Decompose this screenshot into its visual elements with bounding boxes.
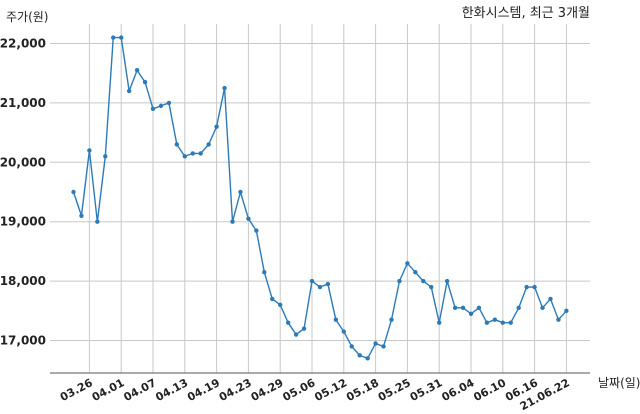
data-point: [405, 261, 410, 266]
data-point: [246, 216, 251, 221]
data-point: [222, 85, 227, 91]
series-group: [71, 35, 569, 361]
x-tick-label: 05.25: [376, 376, 413, 404]
data-point: [95, 219, 100, 224]
y-tick-label: 21,000: [0, 96, 46, 110]
data-point: [270, 296, 275, 302]
x-tick-label: 04.01: [90, 376, 127, 404]
y-tick-label: 17,000: [0, 334, 46, 348]
x-tick-label: 04.29: [249, 376, 286, 404]
data-point: [317, 284, 323, 290]
data-point: [285, 320, 291, 325]
data-point: [500, 320, 505, 325]
data-point: [325, 281, 331, 287]
data-point: [71, 189, 76, 195]
y-tick-label: 22,000: [0, 37, 46, 51]
data-point: [278, 302, 283, 308]
data-point: [166, 100, 172, 106]
data-point: [301, 326, 307, 331]
y-tick-labels: 17,000 18,000 19,000 20,000 21,000 22,000: [0, 37, 46, 348]
data-point: [111, 35, 116, 40]
x-tick-label: 06.10: [471, 376, 508, 404]
x-tick-label: 03.26: [58, 376, 95, 404]
y-tick-label: 20,000: [0, 155, 46, 169]
data-point: [230, 219, 235, 224]
x-tick-label: 04.23: [217, 376, 254, 404]
data-point: [357, 353, 362, 358]
data-point: [214, 124, 219, 129]
data-point: [492, 317, 498, 322]
data-point: [476, 305, 482, 311]
data-point: [381, 344, 386, 349]
data-point: [150, 106, 156, 112]
data-point: [254, 228, 259, 233]
data-point: [556, 317, 561, 322]
data-point: [238, 189, 243, 195]
data-point: [190, 151, 195, 156]
x-axis-label: 날짜(일): [598, 376, 640, 390]
data-point: [126, 88, 132, 94]
x-tick-labels: 03.2604.0104.0704.1304.1904.2304.2905.06…: [58, 376, 572, 413]
data-point: [174, 142, 180, 147]
x-tick-label: 05.31: [408, 376, 445, 404]
data-point: [309, 278, 315, 284]
data-point: [540, 305, 545, 311]
x-tick-label: 05.12: [312, 376, 349, 404]
data-point: [564, 308, 569, 313]
data-point: [134, 68, 140, 73]
data-point: [508, 320, 513, 325]
data-point: [262, 269, 267, 275]
data-point: [429, 284, 434, 290]
data-point: [365, 356, 370, 361]
data-point: [79, 213, 84, 218]
data-point: [397, 278, 402, 284]
y-tick-label: 19,000: [0, 215, 46, 229]
data-point: [206, 142, 211, 147]
data-point: [421, 278, 426, 284]
x-tick-label: 04.07: [122, 376, 159, 404]
data-point: [484, 320, 490, 325]
data-point: [532, 284, 537, 290]
x-tick-label: 05.18: [344, 376, 381, 404]
data-point: [293, 332, 299, 337]
data-point: [444, 278, 450, 284]
y-tick-label: 18,000: [0, 274, 46, 288]
data-point: [468, 311, 474, 316]
x-tick-label: 04.13: [153, 376, 190, 404]
chart-title: 한화시스템, 최근 3개월: [462, 6, 590, 21]
x-tick-label: 06.04: [440, 376, 477, 404]
data-point: [341, 329, 346, 334]
data-point: [516, 305, 521, 311]
data-point: [437, 320, 442, 325]
data-point: [158, 103, 164, 109]
data-point: [452, 305, 458, 311]
data-point: [87, 148, 92, 153]
data-point: [333, 317, 339, 322]
data-point: [142, 79, 148, 85]
y-gridlines: [50, 43, 590, 341]
data-point: [198, 151, 203, 156]
data-point: [119, 35, 124, 40]
series-line: [72, 36, 567, 360]
data-point: [103, 154, 108, 159]
data-point: [349, 344, 354, 349]
data-point: [413, 269, 418, 275]
x-tick-label: 05.06: [281, 376, 318, 404]
data-point: [389, 317, 394, 322]
y-axis-label: 주가(원): [6, 10, 48, 24]
data-point: [182, 154, 187, 159]
data-point: [548, 296, 553, 302]
data-point: [373, 341, 378, 346]
data-point: [524, 284, 529, 290]
data-point: [460, 305, 466, 311]
x-tick-label: 04.19: [185, 376, 222, 404]
x-gridlines: [88, 24, 567, 373]
